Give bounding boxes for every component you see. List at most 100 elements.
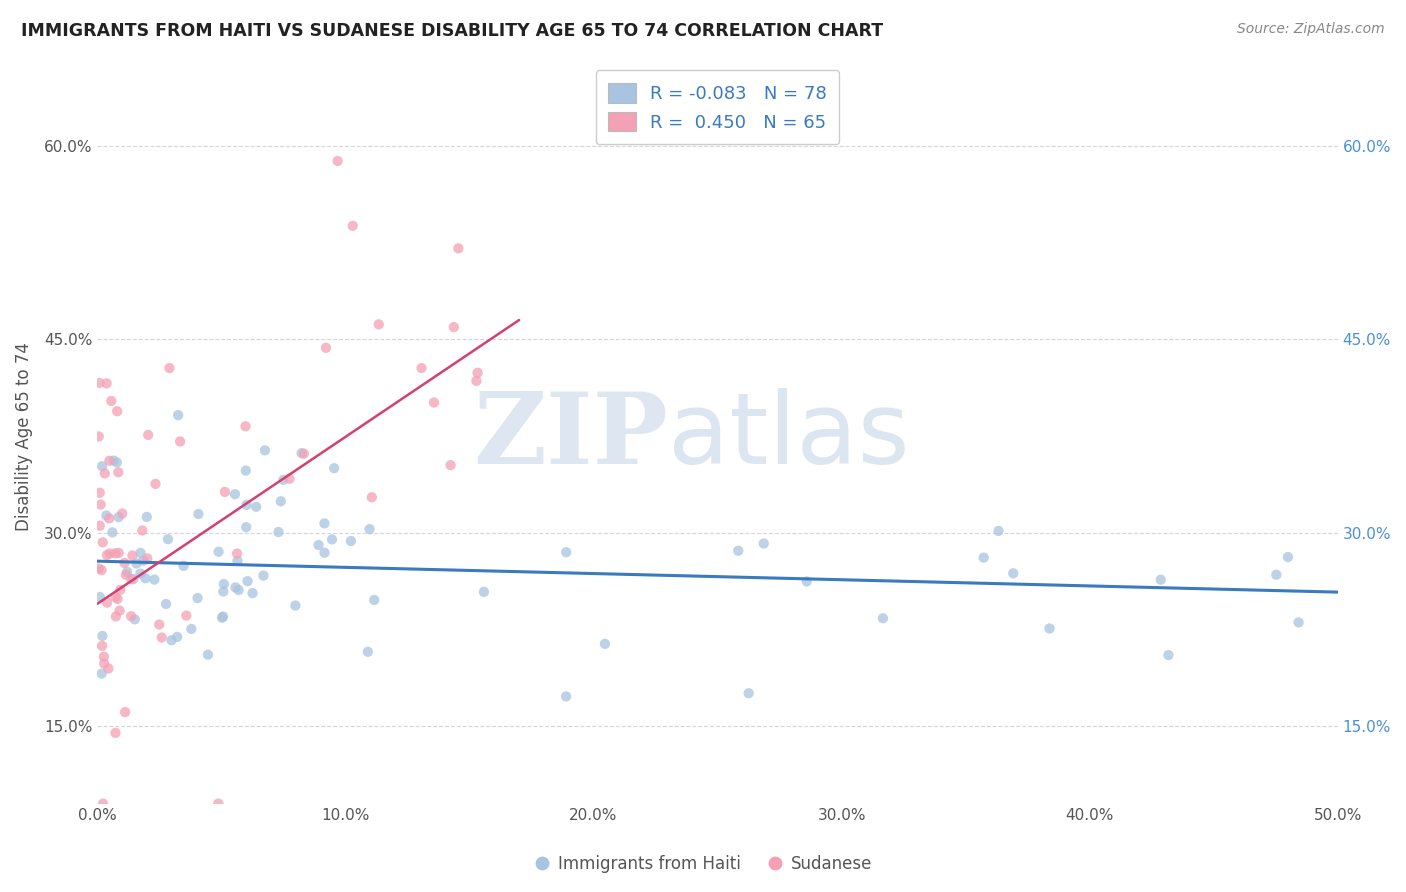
Point xyxy=(104,590,127,604)
Point xyxy=(122,572,145,586)
Point xyxy=(132,554,155,568)
Point xyxy=(224,581,246,595)
Point xyxy=(107,465,129,479)
Point xyxy=(107,546,129,560)
Point xyxy=(89,590,111,604)
Point xyxy=(91,629,114,643)
Point xyxy=(166,630,188,644)
Point xyxy=(91,639,114,653)
Point xyxy=(291,446,314,460)
Point xyxy=(363,593,385,607)
Point xyxy=(235,520,257,534)
Point xyxy=(136,428,159,442)
Point xyxy=(96,508,118,523)
Point xyxy=(252,568,274,582)
Point xyxy=(98,546,121,560)
Point xyxy=(115,567,138,582)
Text: atlas: atlas xyxy=(668,387,910,484)
Point xyxy=(314,546,336,560)
Point xyxy=(226,547,249,561)
Point xyxy=(314,516,336,531)
Point xyxy=(115,565,138,579)
Point xyxy=(284,599,307,613)
Point xyxy=(235,419,257,434)
Point xyxy=(973,550,995,565)
Point xyxy=(87,561,110,575)
Point xyxy=(226,554,249,568)
Point xyxy=(124,612,146,626)
Point xyxy=(752,536,775,550)
Y-axis label: Disability Age 65 to 74: Disability Age 65 to 74 xyxy=(15,342,32,531)
Point xyxy=(423,395,446,409)
Point xyxy=(105,404,128,418)
Point xyxy=(270,494,292,508)
Point xyxy=(155,597,177,611)
Point xyxy=(359,522,381,536)
Point xyxy=(367,318,389,332)
Point xyxy=(292,447,315,461)
Point xyxy=(737,686,759,700)
Point xyxy=(89,376,111,390)
Point xyxy=(411,361,433,376)
Point xyxy=(326,153,349,168)
Point xyxy=(101,525,124,540)
Point xyxy=(114,556,136,570)
Point xyxy=(129,566,152,581)
Point xyxy=(323,461,346,475)
Point xyxy=(987,524,1010,538)
Point xyxy=(315,341,337,355)
Text: IMMIGRANTS FROM HAITI VS SUDANESE DISABILITY AGE 65 TO 74 CORRELATION CHART: IMMIGRANTS FROM HAITI VS SUDANESE DISABI… xyxy=(21,22,883,40)
Point xyxy=(224,487,246,501)
Point xyxy=(150,631,173,645)
Point xyxy=(342,219,364,233)
Legend: Immigrants from Haiti, Sudanese: Immigrants from Haiti, Sudanese xyxy=(527,848,879,880)
Point xyxy=(214,484,236,499)
Point xyxy=(593,637,616,651)
Point xyxy=(96,376,118,391)
Point xyxy=(235,464,257,478)
Point xyxy=(211,610,233,624)
Point xyxy=(236,574,259,589)
Text: ZIP: ZIP xyxy=(472,387,668,484)
Point xyxy=(89,518,111,533)
Point xyxy=(159,361,181,376)
Point xyxy=(273,473,295,487)
Point xyxy=(555,545,578,559)
Point xyxy=(120,609,142,624)
Point xyxy=(93,649,115,664)
Point xyxy=(96,548,118,562)
Point xyxy=(212,577,235,591)
Point xyxy=(360,490,382,504)
Point xyxy=(87,429,110,443)
Point xyxy=(1038,622,1060,636)
Point xyxy=(467,366,489,380)
Point xyxy=(443,320,465,334)
Point xyxy=(111,507,134,521)
Point xyxy=(1157,648,1180,662)
Point xyxy=(447,241,470,255)
Legend: R = -0.083   N = 78, R =  0.450   N = 65: R = -0.083 N = 78, R = 0.450 N = 65 xyxy=(596,70,839,145)
Point xyxy=(187,507,209,521)
Point xyxy=(110,582,132,597)
Point xyxy=(187,591,209,605)
Point xyxy=(439,458,461,472)
Point xyxy=(104,726,127,740)
Point xyxy=(308,538,330,552)
Point xyxy=(1277,549,1299,564)
Point xyxy=(107,510,129,524)
Point xyxy=(872,611,894,625)
Point xyxy=(173,558,195,573)
Point xyxy=(176,608,198,623)
Point xyxy=(107,591,129,606)
Point xyxy=(465,374,488,388)
Point xyxy=(100,393,122,408)
Point xyxy=(121,549,143,563)
Point xyxy=(103,453,125,467)
Point xyxy=(207,797,229,811)
Point xyxy=(1150,573,1173,587)
Point xyxy=(143,573,166,587)
Point xyxy=(321,533,343,547)
Point xyxy=(90,666,112,681)
Point xyxy=(89,485,111,500)
Point xyxy=(156,532,179,546)
